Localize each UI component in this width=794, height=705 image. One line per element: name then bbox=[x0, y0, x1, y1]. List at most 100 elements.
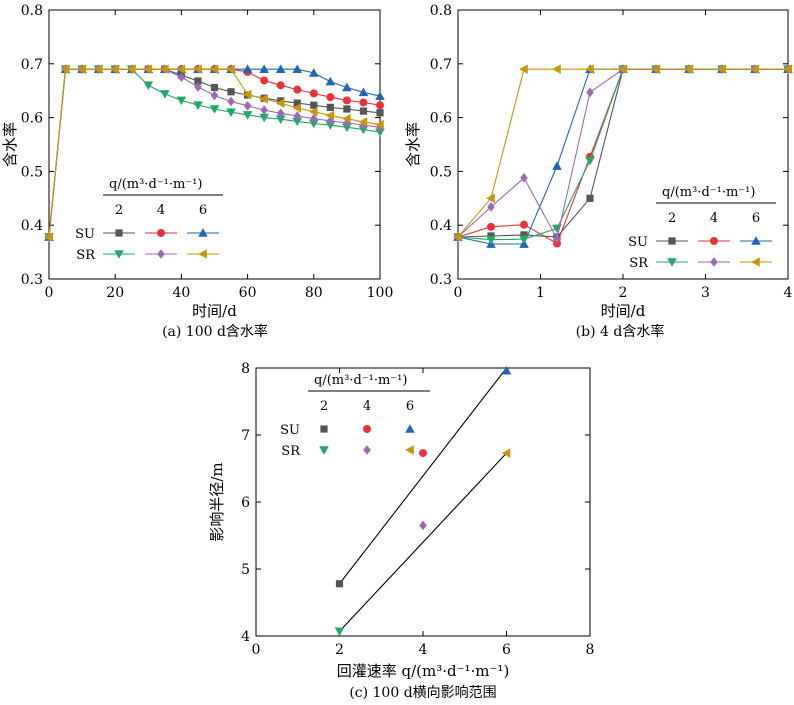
data-point bbox=[177, 72, 186, 83]
data-point bbox=[520, 173, 528, 183]
x-tick-label: 2 bbox=[335, 642, 344, 658]
data-point bbox=[210, 90, 219, 101]
fit-line bbox=[339, 452, 507, 632]
data-point bbox=[553, 239, 561, 248]
x-tick-label: 0 bbox=[45, 285, 54, 301]
data-point bbox=[358, 87, 369, 97]
y-tick-label: 0.7 bbox=[21, 57, 43, 73]
data-point bbox=[259, 93, 268, 104]
data-point bbox=[260, 105, 268, 115]
x-tick-label: 80 bbox=[305, 285, 323, 301]
data-point bbox=[486, 235, 496, 245]
data-point bbox=[343, 105, 351, 113]
data-point bbox=[293, 99, 301, 107]
data-point bbox=[750, 64, 759, 74]
legend-marker bbox=[157, 229, 165, 237]
x-tick-label: 4 bbox=[784, 285, 793, 301]
legend-marker bbox=[198, 228, 208, 237]
data-point bbox=[552, 64, 561, 74]
data-point bbox=[419, 520, 427, 531]
x-tick-label: 100 bbox=[367, 285, 394, 301]
data-point bbox=[292, 64, 303, 73]
legend-rate-label: 4 bbox=[157, 203, 165, 218]
data-point bbox=[552, 161, 562, 170]
y-tick-label: 0.8 bbox=[21, 3, 43, 19]
data-point bbox=[176, 64, 186, 74]
data-point bbox=[325, 110, 335, 121]
data-point bbox=[342, 113, 351, 124]
y-axis-label: 影响半径/m bbox=[208, 462, 226, 541]
data-point bbox=[126, 64, 136, 74]
legend-marker bbox=[114, 250, 124, 259]
legend-marker bbox=[751, 236, 761, 245]
chart-panel-b: 0 1 2 3 4 0.3 0.4 0.5 0.6 0.7 0.8 时间/d 含水率 (b) 4 d含水率… bbox=[404, 3, 793, 340]
data-point bbox=[335, 580, 344, 588]
data-point bbox=[618, 64, 627, 74]
chart-panel-a: 0 20 40 60 80 100 0.3 0.4 0.5 0.6 0.7 0.8 时间/d 含水率 (a)… bbox=[1, 3, 393, 340]
data-point bbox=[586, 194, 594, 202]
legend-marker bbox=[405, 445, 414, 455]
data-point bbox=[343, 118, 351, 128]
data-point bbox=[143, 81, 154, 91]
data-point bbox=[359, 107, 368, 115]
legend-row-label: SU bbox=[628, 235, 648, 250]
data-point bbox=[275, 115, 286, 125]
legend-row-label: SU bbox=[75, 227, 95, 242]
data-point bbox=[276, 81, 285, 90]
data-point bbox=[501, 448, 511, 458]
data-point bbox=[93, 64, 103, 74]
legend-rate-label: 2 bbox=[668, 211, 676, 226]
data-point bbox=[717, 64, 726, 74]
data-point bbox=[585, 156, 595, 166]
y-tick-label: 0.7 bbox=[430, 57, 452, 73]
legend-header: q/(m³·d⁻¹·m⁻¹) bbox=[662, 185, 755, 200]
data-point bbox=[60, 64, 70, 74]
x-tick-label: 20 bbox=[106, 285, 124, 301]
data-point bbox=[783, 64, 792, 74]
y-tick-label: 0.5 bbox=[21, 164, 43, 180]
data-point bbox=[242, 89, 252, 100]
legend-row-label: SR bbox=[281, 444, 301, 459]
data-point bbox=[325, 76, 336, 86]
data-point bbox=[326, 93, 335, 102]
panel-caption: (b) 4 d含水率 bbox=[576, 323, 665, 340]
x-axis-label: 时间/d bbox=[601, 302, 646, 320]
legend-rate-label: 2 bbox=[115, 203, 123, 218]
y-tick-label: 8 bbox=[241, 361, 250, 377]
data-point bbox=[553, 233, 561, 244]
data-point bbox=[359, 98, 368, 107]
data-point bbox=[293, 111, 302, 121]
y-tick-label: 0.4 bbox=[21, 218, 43, 234]
data-point bbox=[275, 98, 285, 108]
legend-row-label: SR bbox=[76, 248, 96, 263]
data-point bbox=[44, 232, 53, 242]
data-point bbox=[651, 64, 660, 74]
y-tick-label: 0.3 bbox=[21, 272, 43, 288]
data-point bbox=[210, 83, 219, 92]
legend-rate-label: 6 bbox=[406, 399, 414, 414]
legend-marker bbox=[668, 237, 676, 245]
legend-marker bbox=[363, 425, 371, 433]
chart-panel-c: 0 2 4 6 8 4 5 6 7 8 回灌速率 q/(m³·d⁻¹·m⁻¹) 影响半径/m (c) 1… bbox=[208, 361, 594, 701]
panel-caption: (c) 100 d横向影响范围 bbox=[349, 684, 496, 701]
data-point bbox=[519, 64, 528, 74]
data-point bbox=[242, 64, 253, 73]
y-axis-label: 含水率 bbox=[404, 122, 422, 167]
data-point bbox=[176, 96, 187, 106]
data-point bbox=[310, 101, 318, 109]
y-tick-label: 0.8 bbox=[430, 3, 452, 19]
data-point bbox=[260, 76, 269, 85]
data-point bbox=[684, 64, 693, 74]
x-tick-label: 60 bbox=[239, 285, 257, 301]
data-point bbox=[585, 64, 594, 74]
data-point bbox=[376, 101, 384, 110]
x-tick-label: 2 bbox=[619, 285, 628, 301]
legend-marker bbox=[667, 258, 677, 267]
data-point bbox=[77, 64, 86, 74]
series-line bbox=[457, 68, 788, 238]
x-tick-label: 8 bbox=[586, 642, 595, 658]
legend-marker bbox=[363, 445, 371, 455]
data-point bbox=[310, 113, 318, 124]
x-tick-label: 1 bbox=[536, 285, 545, 301]
